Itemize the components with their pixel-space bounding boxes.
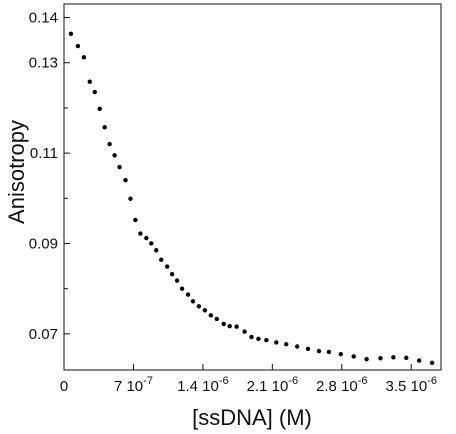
x-tick-label: 1.4 10-6 xyxy=(177,375,229,395)
data-point xyxy=(68,31,74,37)
x-tick-label: 3.5 10-6 xyxy=(385,375,437,395)
data-point xyxy=(338,351,343,357)
x-tick-label: 2.8 10-6 xyxy=(316,375,368,395)
x-axis-title: [ssDNA] (M) xyxy=(192,405,312,430)
data-point xyxy=(75,43,81,49)
data-point xyxy=(274,340,279,345)
data-point xyxy=(128,196,133,201)
x-tick-label: 2.1 10-6 xyxy=(247,375,299,395)
y-axis-title: Anisotropy xyxy=(4,120,29,224)
data-point xyxy=(190,299,196,304)
data-point xyxy=(154,248,159,253)
y-tick-label: 0.14 xyxy=(29,10,58,27)
data-point xyxy=(107,141,112,147)
y-tick-label: 0.07 xyxy=(29,326,58,343)
data-point xyxy=(149,241,154,246)
data-point xyxy=(242,329,247,334)
data-point xyxy=(164,264,170,269)
data-point xyxy=(284,342,289,347)
data-point xyxy=(174,278,180,283)
data-point xyxy=(123,178,128,183)
y-axis: 0.14 0.13 0.11 0.09 0.07 xyxy=(29,10,70,343)
data-point xyxy=(81,55,87,60)
data-point xyxy=(264,337,269,343)
y-tick-label: 0.11 xyxy=(30,145,58,162)
x-tick-label: 7 10-7 xyxy=(114,375,153,395)
data-point xyxy=(256,336,261,342)
data-point xyxy=(391,355,396,360)
data-point xyxy=(249,334,254,340)
data-point xyxy=(92,89,97,95)
data-point xyxy=(112,153,117,158)
data-point xyxy=(351,354,356,359)
data-point xyxy=(294,344,300,349)
data-point xyxy=(133,217,138,223)
data-point xyxy=(87,79,92,84)
data-point xyxy=(185,292,191,297)
data-point xyxy=(159,257,164,262)
y-tick-label: 0.09 xyxy=(29,235,58,252)
data-point xyxy=(208,313,214,318)
data-point xyxy=(364,356,369,362)
data-point xyxy=(305,346,311,351)
x-tick-label: 0 xyxy=(60,378,68,395)
data-point xyxy=(144,235,149,241)
data-point xyxy=(316,348,322,354)
data-point xyxy=(221,321,226,327)
data-point xyxy=(214,316,219,322)
data-point xyxy=(97,106,102,112)
data-point xyxy=(429,360,435,365)
data-point xyxy=(234,324,239,329)
data-point xyxy=(169,272,175,277)
data-point xyxy=(117,164,122,170)
y-tick-label: 0.13 xyxy=(29,55,58,72)
data-point xyxy=(202,308,208,313)
data-point xyxy=(196,304,202,309)
data-point xyxy=(404,355,409,360)
data-point xyxy=(378,356,383,361)
data-point xyxy=(416,358,422,363)
data-point xyxy=(138,231,143,236)
x-axis: 0 7 10-7 1.4 10-6 2.1 10-6 2.8 10-6 3.5 10-6 xyxy=(60,364,437,395)
plot-frame xyxy=(63,3,442,371)
plot-area xyxy=(63,3,442,371)
data-point xyxy=(179,286,185,291)
data-point xyxy=(326,349,332,355)
data-series xyxy=(68,31,435,365)
data-point xyxy=(227,323,232,329)
data-point xyxy=(102,125,107,130)
